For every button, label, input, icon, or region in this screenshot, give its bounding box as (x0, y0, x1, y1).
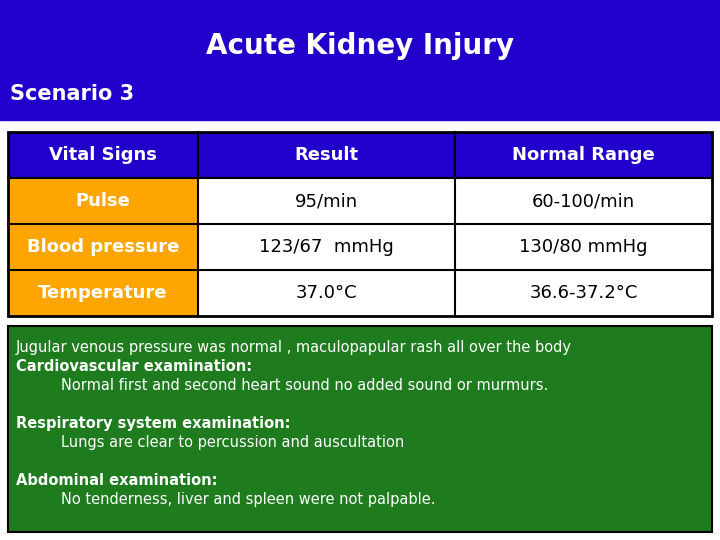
FancyBboxPatch shape (198, 178, 455, 224)
FancyBboxPatch shape (198, 270, 455, 316)
FancyBboxPatch shape (0, 0, 720, 120)
FancyBboxPatch shape (198, 224, 455, 270)
FancyBboxPatch shape (8, 132, 712, 178)
Text: No tenderness, liver and spleen were not palpable.: No tenderness, liver and spleen were not… (61, 492, 436, 507)
Text: 60-100/min: 60-100/min (532, 192, 635, 210)
Text: Scenario 3: Scenario 3 (10, 84, 134, 104)
Text: Normal first and second heart sound no added sound or murmurs.: Normal first and second heart sound no a… (61, 378, 548, 393)
Text: Jugular venous pressure was normal , maculopapular rash all over the body: Jugular venous pressure was normal , mac… (16, 340, 572, 355)
Text: Normal Range: Normal Range (512, 146, 655, 164)
FancyBboxPatch shape (8, 224, 198, 270)
Text: 36.6-37.2°C: 36.6-37.2°C (529, 284, 638, 302)
Text: Result: Result (294, 146, 359, 164)
Text: Pulse: Pulse (76, 192, 130, 210)
Text: Acute Kidney Injury: Acute Kidney Injury (206, 32, 514, 59)
Text: Abdominal examination:: Abdominal examination: (16, 473, 217, 488)
Text: Respiratory system examination:: Respiratory system examination: (16, 416, 290, 431)
FancyBboxPatch shape (455, 270, 712, 316)
FancyBboxPatch shape (455, 178, 712, 224)
Text: 37.0°C: 37.0°C (296, 284, 357, 302)
FancyBboxPatch shape (8, 326, 712, 532)
Text: 130/80 mmHg: 130/80 mmHg (519, 238, 648, 256)
Text: Cardiovascular examination:: Cardiovascular examination: (16, 359, 252, 374)
FancyBboxPatch shape (8, 178, 198, 224)
Text: Blood pressure: Blood pressure (27, 238, 179, 256)
Text: 123/67  mmHg: 123/67 mmHg (259, 238, 394, 256)
FancyBboxPatch shape (8, 270, 198, 316)
Text: Temperature: Temperature (38, 284, 168, 302)
Text: Lungs are clear to percussion and auscultation: Lungs are clear to percussion and auscul… (61, 435, 404, 450)
Text: 95/min: 95/min (295, 192, 358, 210)
Text: Vital Signs: Vital Signs (49, 146, 157, 164)
FancyBboxPatch shape (455, 224, 712, 270)
